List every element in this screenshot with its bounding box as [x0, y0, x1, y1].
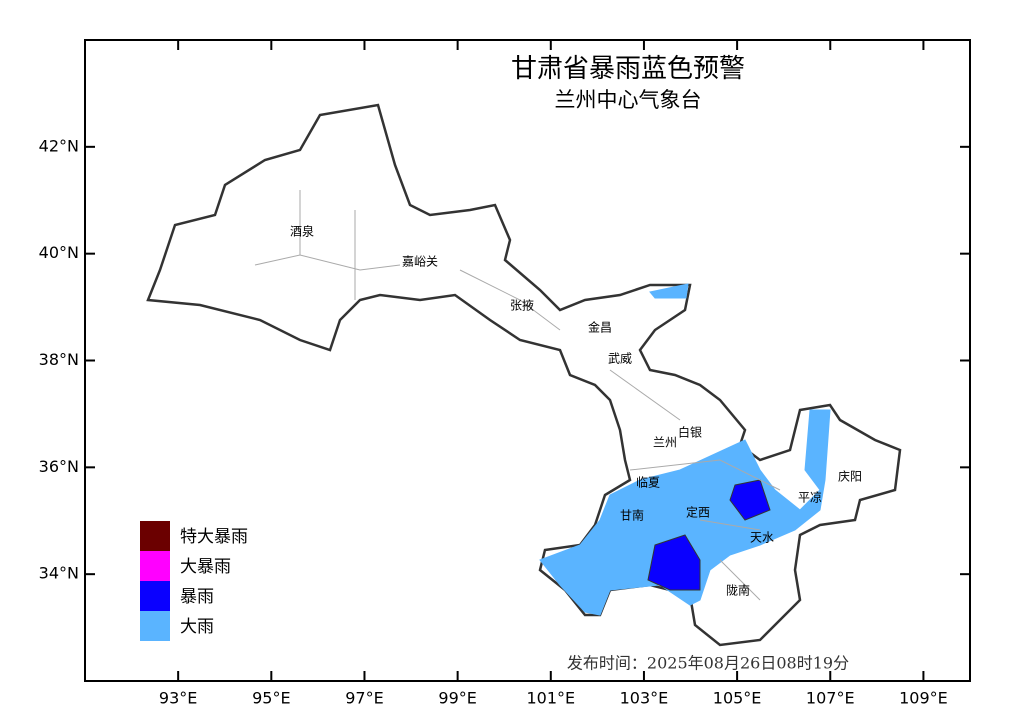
x-tick-label: 107°E [806, 689, 855, 708]
x-tick-label: 103°E [620, 689, 669, 708]
y-tick-label: 36°N [39, 457, 79, 476]
city-label: 陇南 [726, 583, 750, 598]
city-label: 天水 [750, 531, 774, 545]
rainstorm-area [647, 534, 701, 591]
province-outline [146, 103, 902, 647]
x-tick-label: 95°E [252, 689, 290, 708]
legend-swatch [140, 551, 170, 581]
city-label: 嘉峪关 [402, 255, 438, 269]
x-tick-label: 93°E [159, 689, 197, 708]
heavy-rain-area [539, 409, 831, 616]
city-label: 酒泉 [290, 225, 314, 239]
y-tick-label: 42°N [39, 136, 79, 155]
city-label: 临夏 [636, 476, 660, 490]
heavy-rain-area [649, 283, 689, 299]
city-label: 武威 [608, 352, 632, 366]
legend-label: 大雨 [180, 617, 214, 637]
map-frame [84, 39, 971, 682]
city-label: 平凉 [798, 490, 822, 505]
legend-label: 特大暴雨 [180, 527, 248, 547]
legend-swatch [140, 611, 170, 641]
release-time: 发布时间：2025年08月26日08时19分 [567, 654, 849, 673]
city-labels: 酒泉 嘉峪关 张掖 金昌 武威 白银 兰州 临夏 甘南 定西 平凉 庆阳 天水 … [290, 225, 862, 598]
x-tick-label: 99°E [438, 689, 476, 708]
x-tick-label: 97°E [345, 689, 383, 708]
y-tick-label: 38°N [39, 350, 79, 369]
city-label: 甘南 [620, 508, 644, 523]
x-tick-label: 101°E [526, 689, 575, 708]
rainstorm-area [729, 479, 771, 521]
legend-swatch [140, 521, 170, 551]
legend-label: 暴雨 [180, 587, 214, 607]
x-tick-label: 105°E [713, 689, 762, 708]
legend-swatch [140, 581, 170, 611]
city-label: 庆阳 [838, 470, 862, 484]
x-tick-label: 109°E [899, 689, 948, 708]
city-label: 白银 [678, 425, 702, 440]
legend-label: 大暴雨 [180, 557, 231, 577]
city-label: 张掖 [510, 299, 534, 313]
map-title: 甘肃省暴雨蓝色预警 [511, 54, 745, 84]
map-subtitle: 兰州中心气象台 [555, 88, 702, 112]
city-label: 金昌 [588, 320, 612, 335]
y-tick-label: 40°N [39, 243, 79, 262]
city-label: 定西 [686, 505, 710, 520]
y-tick-label: 34°N [39, 564, 79, 583]
district-lines [254, 190, 781, 601]
city-label: 兰州 [653, 436, 677, 450]
